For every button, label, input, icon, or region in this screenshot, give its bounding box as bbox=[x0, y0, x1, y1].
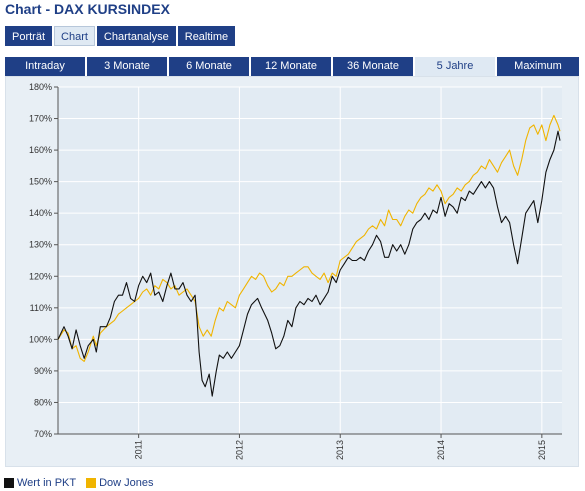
x-tick-label: 2014 bbox=[436, 440, 446, 460]
y-tick-label: 160% bbox=[29, 145, 52, 155]
tab-realtime[interactable]: Realtime bbox=[177, 26, 236, 46]
tab-portraet[interactable]: Porträt bbox=[5, 26, 53, 46]
chart-legend: Wert in PKT Dow Jones bbox=[4, 476, 164, 490]
y-tick-label: 120% bbox=[29, 271, 52, 281]
y-tick-label: 100% bbox=[29, 334, 52, 344]
series-line-dow-jones bbox=[57, 114, 561, 362]
x-tick-label: 2012 bbox=[234, 440, 244, 460]
page-title: Chart - DAX KURSINDEX bbox=[5, 1, 170, 17]
range-tab-5-jahre[interactable]: 5 Jahre bbox=[415, 57, 495, 76]
legend-swatch-wert bbox=[4, 478, 14, 488]
tab-chartanalyse[interactable]: Chartanalyse bbox=[96, 26, 176, 46]
plot-area bbox=[58, 87, 562, 434]
y-tick-label: 140% bbox=[29, 208, 52, 218]
range-tab-12-monate[interactable]: 12 Monate bbox=[251, 57, 331, 76]
y-tick-label: 180% bbox=[29, 82, 52, 92]
chart-panel: 70% 80% 90% 100% 110% 120% 130% 140% 150% 160% 170… bbox=[5, 76, 579, 467]
y-tick-label: 110% bbox=[30, 303, 52, 313]
y-tick-label: 90% bbox=[34, 366, 52, 376]
y-tick-label: 130% bbox=[29, 240, 52, 250]
legend-swatch-dow-jones bbox=[86, 478, 97, 488]
x-tick-label: 2015 bbox=[537, 440, 547, 460]
legend-item-wert: Wert in PKT bbox=[4, 477, 76, 489]
range-tab-36-monate[interactable]: 36 Monate bbox=[333, 57, 413, 76]
range-tab-intraday[interactable]: Intraday bbox=[5, 57, 85, 76]
y-tick-label: 80% bbox=[34, 397, 52, 407]
range-tab-3-monate[interactable]: 3 Monate bbox=[87, 57, 167, 76]
y-tick-label: 70% bbox=[34, 429, 52, 439]
range-tab-maximum[interactable]: Maximum bbox=[497, 57, 579, 76]
tab-chart[interactable]: Chart bbox=[54, 26, 95, 46]
range-tabs: Intraday 3 Monate 6 Monate 12 Monate 36 … bbox=[5, 57, 579, 76]
x-tick-label: 2013 bbox=[335, 440, 345, 460]
y-tick-label: 170% bbox=[29, 114, 52, 124]
main-tabs: Porträt Chart Chartanalyse Realtime bbox=[5, 26, 237, 46]
legend-label-dow-jones: Dow Jones bbox=[99, 477, 154, 489]
legend-item-dow-jones: Dow Jones bbox=[86, 477, 154, 489]
series-line-wert-in-pkt bbox=[57, 130, 561, 397]
legend-label-wert: Wert in PKT bbox=[17, 477, 77, 489]
range-tab-6-monate[interactable]: 6 Monate bbox=[169, 57, 249, 76]
y-tick-label: 150% bbox=[29, 177, 52, 187]
performance-chart: 70% 80% 90% 100% 110% 120% 130% 140% 150% 160% 170… bbox=[29, 82, 562, 460]
x-tick-label: 2011 bbox=[134, 440, 144, 459]
